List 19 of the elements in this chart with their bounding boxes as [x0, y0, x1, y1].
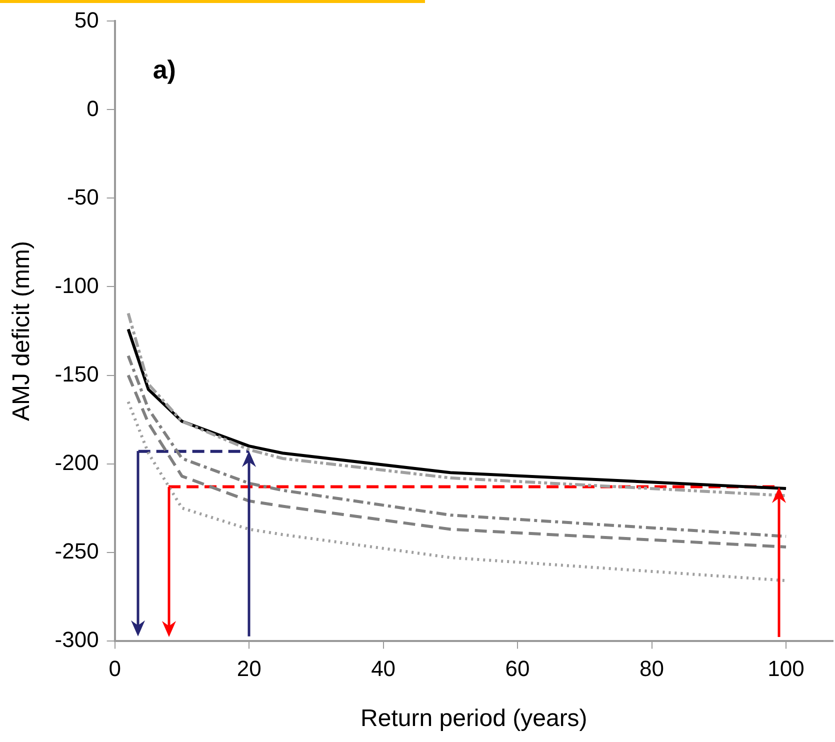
y-tick-label: -150 [54, 361, 99, 386]
y-tick-label: 50 [74, 7, 99, 32]
line-series [126, 374, 788, 548]
x-tick-label: 0 [108, 656, 121, 682]
y-axis-title: AMJ deficit (mm) [8, 241, 36, 421]
y-tick-label: -250 [54, 538, 99, 564]
y-tick-label: -100 [54, 272, 99, 298]
y-tick-label: 0 [86, 96, 99, 121]
x-tick-label: 80 [640, 656, 664, 682]
annotation: a) [152, 54, 176, 84]
x-tick-label: 100 [768, 656, 804, 682]
y-tick-label: -300 [54, 626, 99, 652]
x-axis-title: Return period (years) [360, 705, 588, 732]
y-tick-label: -50 [67, 184, 99, 210]
line-series [126, 354, 788, 538]
x-tick-label: 40 [371, 656, 396, 682]
x-tick-label: 60 [505, 656, 530, 682]
y-tick-label: -200 [54, 450, 99, 475]
x-tick-label: 20 [236, 656, 262, 682]
